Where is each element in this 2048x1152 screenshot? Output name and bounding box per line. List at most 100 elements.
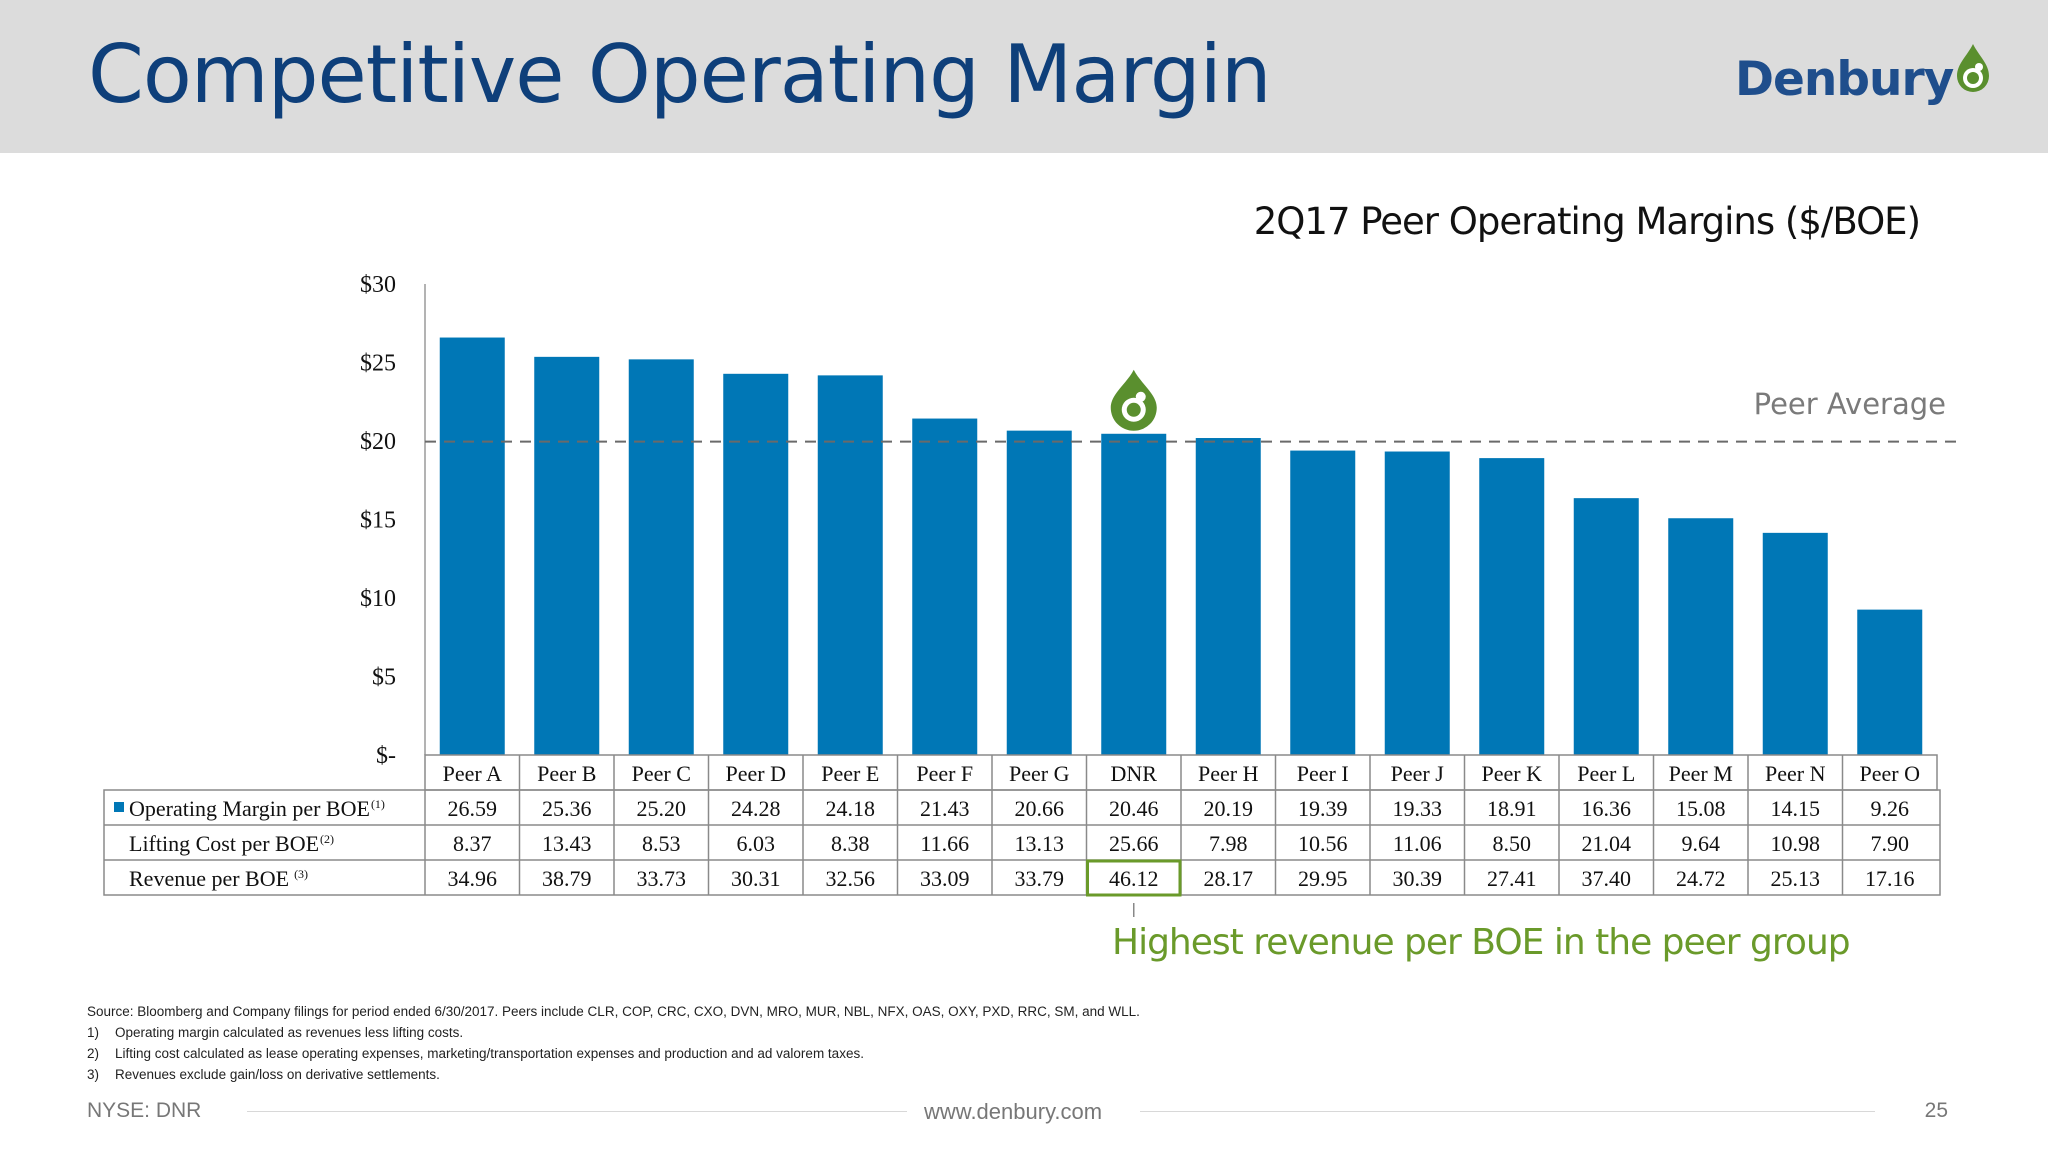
category-label: Peer N [1765,761,1826,786]
table-cell-value: 11.66 [920,831,969,856]
table-cell-value: 24.72 [1676,866,1726,891]
category-label: Peer B [537,761,596,786]
table-cell-value: 19.39 [1298,796,1348,821]
table-cell-value: 30.39 [1393,866,1443,891]
logo-text: Denbury [1735,52,1954,107]
table-cell-value: 21.04 [1582,831,1632,856]
table-cell-value: 32.56 [826,866,876,891]
table-cell-value: 20.19 [1204,796,1254,821]
table-cell-value: 20.66 [1015,796,1065,821]
table-cell-value: 8.50 [1493,831,1532,856]
y-tick-label: $5 [372,665,396,691]
y-tick-label: $15 [360,508,396,534]
category-label: Peer L [1577,761,1635,786]
table-cell-value: 10.98 [1771,831,1821,856]
page-number: 25 [1924,1099,1948,1122]
table-cell-value: 13.43 [542,831,592,856]
bar-peer-i [1290,450,1356,755]
footnote-3: 3) Revenues exclude gain/loss on derivati… [87,1067,440,1082]
bar-peer-k [1479,458,1545,755]
y-tick-label: $25 [360,351,396,377]
bar-peer-d [723,373,789,755]
table-cell-value: 33.73 [637,866,687,891]
table-cell-value: 8.37 [453,831,492,856]
table-cell-value: 33.79 [1015,866,1065,891]
table-cell-value: 6.03 [737,831,776,856]
table-cell-value: 46.12 [1109,866,1159,891]
table-cell-value: 24.18 [826,796,876,821]
category-label: Peer F [916,761,973,786]
footer-rule-left [247,1111,907,1112]
table-cell-value: 7.98 [1209,831,1248,856]
table-cell-value: 18.91 [1487,796,1537,821]
bar-peer-g [1006,430,1072,755]
table-cell-value: 17.16 [1865,866,1915,891]
table-cell-value: 15.08 [1676,796,1726,821]
footnote-1: 1) Operating margin calculated as revenue… [87,1025,464,1040]
series-label: Revenue per BOE (3) [129,866,308,891]
bar-peer-m [1668,518,1734,755]
category-label: Peer H [1198,761,1259,786]
footnotes: Source: Bloomberg and Company filings fo… [87,1001,1140,1085]
series-label: Operating Margin per BOE(1) [129,796,385,821]
category-label: Peer J [1391,761,1445,786]
table-cell-value: 13.13 [1015,831,1065,856]
y-tick-label: $20 [360,429,396,455]
dnr-drop-icon [1110,369,1157,431]
bar-peer-c [628,359,694,755]
table-cell-value: 37.40 [1582,866,1632,891]
footnote-2: 2) Lifting cost calculated as lease opera… [87,1046,864,1061]
footer-ticker: NYSE: DNR [87,1099,202,1122]
category-label: Peer C [632,761,691,786]
table-cell-value: 9.26 [1871,796,1910,821]
table-cell-value: 26.59 [448,796,498,821]
table-cell-value: 14.15 [1771,796,1821,821]
table-cell-value: 24.28 [731,796,781,821]
table-cell-value: 7.90 [1871,831,1910,856]
table-cell-value: 33.09 [920,866,970,891]
denbury-logo: Denbury [1735,40,1993,120]
bar-peer-f [912,418,978,755]
chart-title: 2Q17 Peer Operating Margins ($/BOE) [1253,200,1921,243]
table-cell-value: 30.31 [731,866,781,891]
table-cell-value: 21.43 [920,796,970,821]
header-band [0,0,2048,153]
table-cell-value: 9.64 [1682,831,1721,856]
y-tick-label: $10 [360,586,396,612]
table-cell-value: 19.33 [1393,796,1443,821]
category-label: Peer A [443,761,502,786]
table-cell-value: 25.36 [542,796,592,821]
table-cell-value: 25.66 [1109,831,1159,856]
category-label: Peer I [1297,761,1349,786]
category-label: Peer D [726,761,786,786]
category-label: Peer G [1009,761,1070,786]
table-cell-value: 34.96 [448,866,498,891]
bar-peer-n [1762,532,1828,755]
table-cell-value: 10.56 [1298,831,1348,856]
bar-peer-l [1573,498,1639,755]
series-label: Lifting Cost per BOE(2) [129,831,334,856]
table-cell-value: 25.20 [637,796,687,821]
category-label: DNR [1111,761,1158,786]
category-label: Peer K [1482,761,1543,786]
table-cell-value: 16.36 [1582,796,1632,821]
bar-peer-o [1857,609,1923,755]
bar-peer-h [1195,438,1261,755]
y-tick-label: $30 [360,272,396,298]
footer-rule-right [1140,1111,1875,1112]
slide-title: Competitive Operating Margin [88,28,1272,121]
footer-website[interactable]: www.denbury.com [924,1099,1103,1124]
table-cell-value: 38.79 [542,866,592,891]
table-cell-value: 28.17 [1204,866,1254,891]
table-cell-value: 8.53 [642,831,681,856]
source-note: Source: Bloomberg and Company filings fo… [87,1004,1140,1019]
data-table-border [103,789,1941,896]
category-label: Peer M [1669,761,1733,786]
category-label: Peer O [1860,761,1920,786]
table-cell-value: 29.95 [1298,866,1348,891]
logo-drop-icon [1957,44,1990,92]
peer-average-label: Peer Average [1754,387,1946,421]
bar-peer-e [817,375,883,755]
y-tick-label: $- [376,743,396,769]
table-cell-value: 11.06 [1393,831,1442,856]
